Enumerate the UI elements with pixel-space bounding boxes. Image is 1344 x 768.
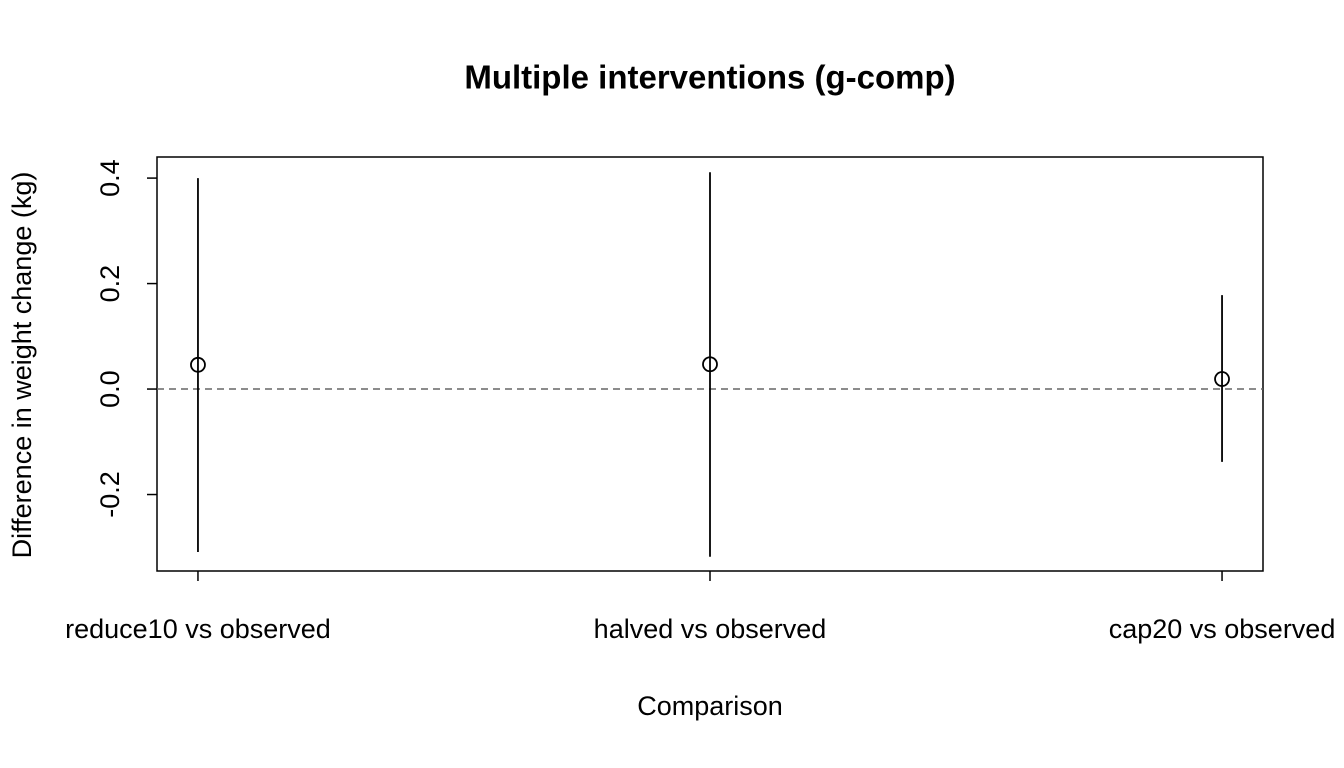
y-tick-label: 0.2: [95, 265, 125, 303]
y-tick-label: 0.4: [95, 159, 125, 197]
point-estimate: [1214, 371, 1230, 387]
x-tick-label: cap20 vs observed: [1109, 614, 1336, 644]
x-tick-label: halved vs observed: [594, 614, 827, 644]
x-axis-label: Comparison: [637, 691, 783, 721]
y-axis-label: Difference in weight change (kg): [7, 172, 37, 559]
y-tick-label: 0.0: [95, 370, 125, 408]
point-estimate: [702, 356, 718, 373]
point-estimate: [190, 356, 206, 373]
x-tick-label: reduce10 vs observed: [65, 614, 331, 644]
y-tick-label: -0.2: [95, 471, 125, 518]
chart-title: Multiple interventions (g-comp): [464, 59, 955, 96]
